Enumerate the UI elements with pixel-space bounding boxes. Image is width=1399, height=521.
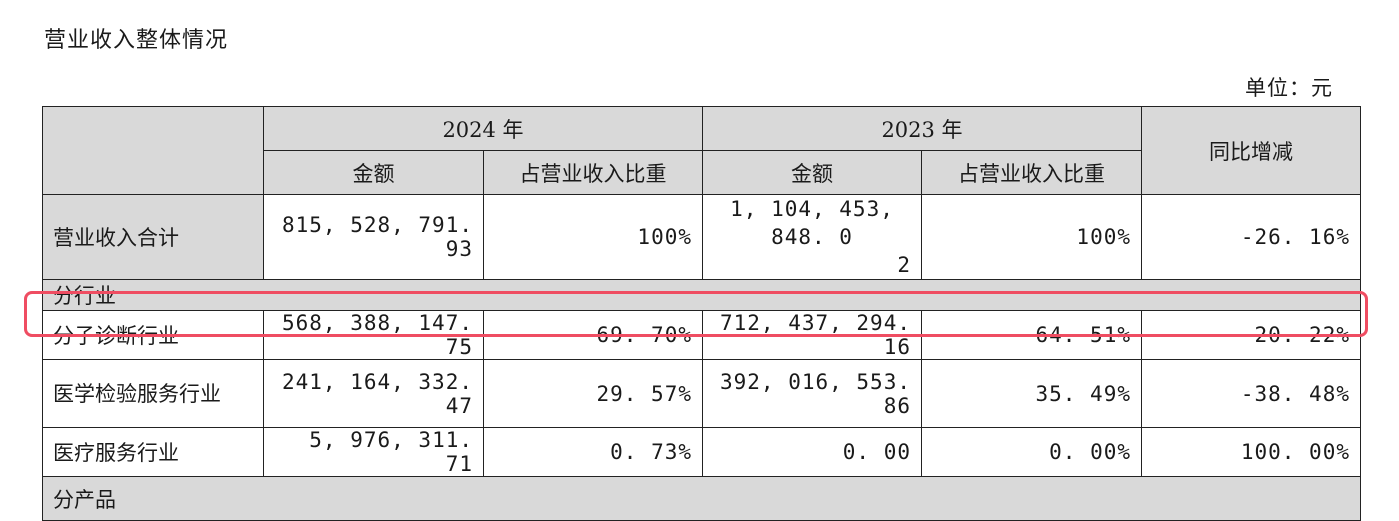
amount-2023-line1: 1, 104, 453, 848. 0 — [730, 197, 894, 249]
share-2024-cell: 100% — [483, 194, 703, 280]
table-row: 医学检验服务行业 241, 164, 332. 47 29. 57% 392, … — [42, 359, 1361, 428]
yoy-cell: -26. 16% — [1141, 194, 1361, 280]
yoy-cell: -20. 22% — [1141, 310, 1361, 360]
row-label: 营业收入合计 — [42, 194, 264, 280]
header-year-2024: 2024 年 — [263, 106, 703, 151]
header-amount-2024: 金额 — [263, 150, 484, 195]
section-label: 分行业 — [42, 279, 1361, 311]
share-2023-cell: 100% — [921, 194, 1142, 280]
row-label: 分子诊断行业 — [42, 310, 264, 360]
amount-2023-line2: 2 — [897, 253, 911, 277]
share-2023-cell: 35. 49% — [921, 359, 1142, 428]
section-row-industry: 分行业 — [42, 279, 1361, 311]
yoy-cell: -38. 48% — [1141, 359, 1361, 428]
header-amount-2023: 金额 — [702, 150, 922, 195]
header-row-years: 2024 年 2023 年 同比增减 — [42, 106, 1361, 195]
unit-label: 单位：元 — [1245, 76, 1333, 100]
amount-2023-cell: 1, 104, 453, 848. 0 2 — [702, 194, 922, 280]
share-2024-cell: 69. 70% — [483, 310, 703, 360]
revenue-table: 2024 年 2023 年 同比增减 金额 占营业收入比重 金额 占营业收入比重… — [42, 106, 1361, 521]
header-blank-cell — [42, 106, 264, 195]
row-label: 医疗服务行业 — [42, 427, 264, 477]
header-share-2024: 占营业收入比重 — [483, 150, 703, 195]
section-label: 分产品 — [42, 476, 1361, 521]
amount-2023-cell: 392, 016, 553. 86 — [702, 359, 922, 428]
amount-2024-cell: 5, 976, 311. 71 — [263, 427, 484, 477]
share-2023-cell: 0. 00% — [921, 427, 1142, 477]
amount-2023-cell: 712, 437, 294. 16 — [702, 310, 922, 360]
amount-2024-cell: 568, 388, 147. 75 — [263, 310, 484, 360]
share-2024-cell: 0. 73% — [483, 427, 703, 477]
amount-2023-cell: 0. 00 — [702, 427, 922, 477]
share-2024-cell: 29. 57% — [483, 359, 703, 428]
header-row-metrics: 金额 占营业收入比重 金额 占营业收入比重 — [43, 150, 1361, 195]
amount-2024-cell: 241, 164, 332. 47 — [263, 359, 484, 428]
amount-2024-cell: 815, 528, 791. 93 — [263, 194, 484, 280]
table-row: 医疗服务行业 5, 976, 311. 71 0. 73% 0. 00 0. 0… — [42, 427, 1361, 477]
share-2023-cell: 64. 51% — [921, 310, 1142, 360]
page-title: 营业收入整体情况 — [44, 28, 229, 53]
header-yoy: 同比增减 — [1141, 106, 1361, 195]
section-row-product: 分产品 — [42, 476, 1361, 521]
header-year-2023: 2023 年 — [702, 106, 1142, 151]
row-label: 医学检验服务行业 — [42, 359, 264, 428]
yoy-cell: 100. 00% — [1141, 427, 1361, 477]
table-row: 分子诊断行业 568, 388, 147. 75 69. 70% 712, 43… — [42, 310, 1361, 360]
table-row-total: 营业收入合计 815, 528, 791. 93 100% 1, 104, 45… — [42, 194, 1361, 280]
header-share-2023: 占营业收入比重 — [921, 150, 1142, 195]
